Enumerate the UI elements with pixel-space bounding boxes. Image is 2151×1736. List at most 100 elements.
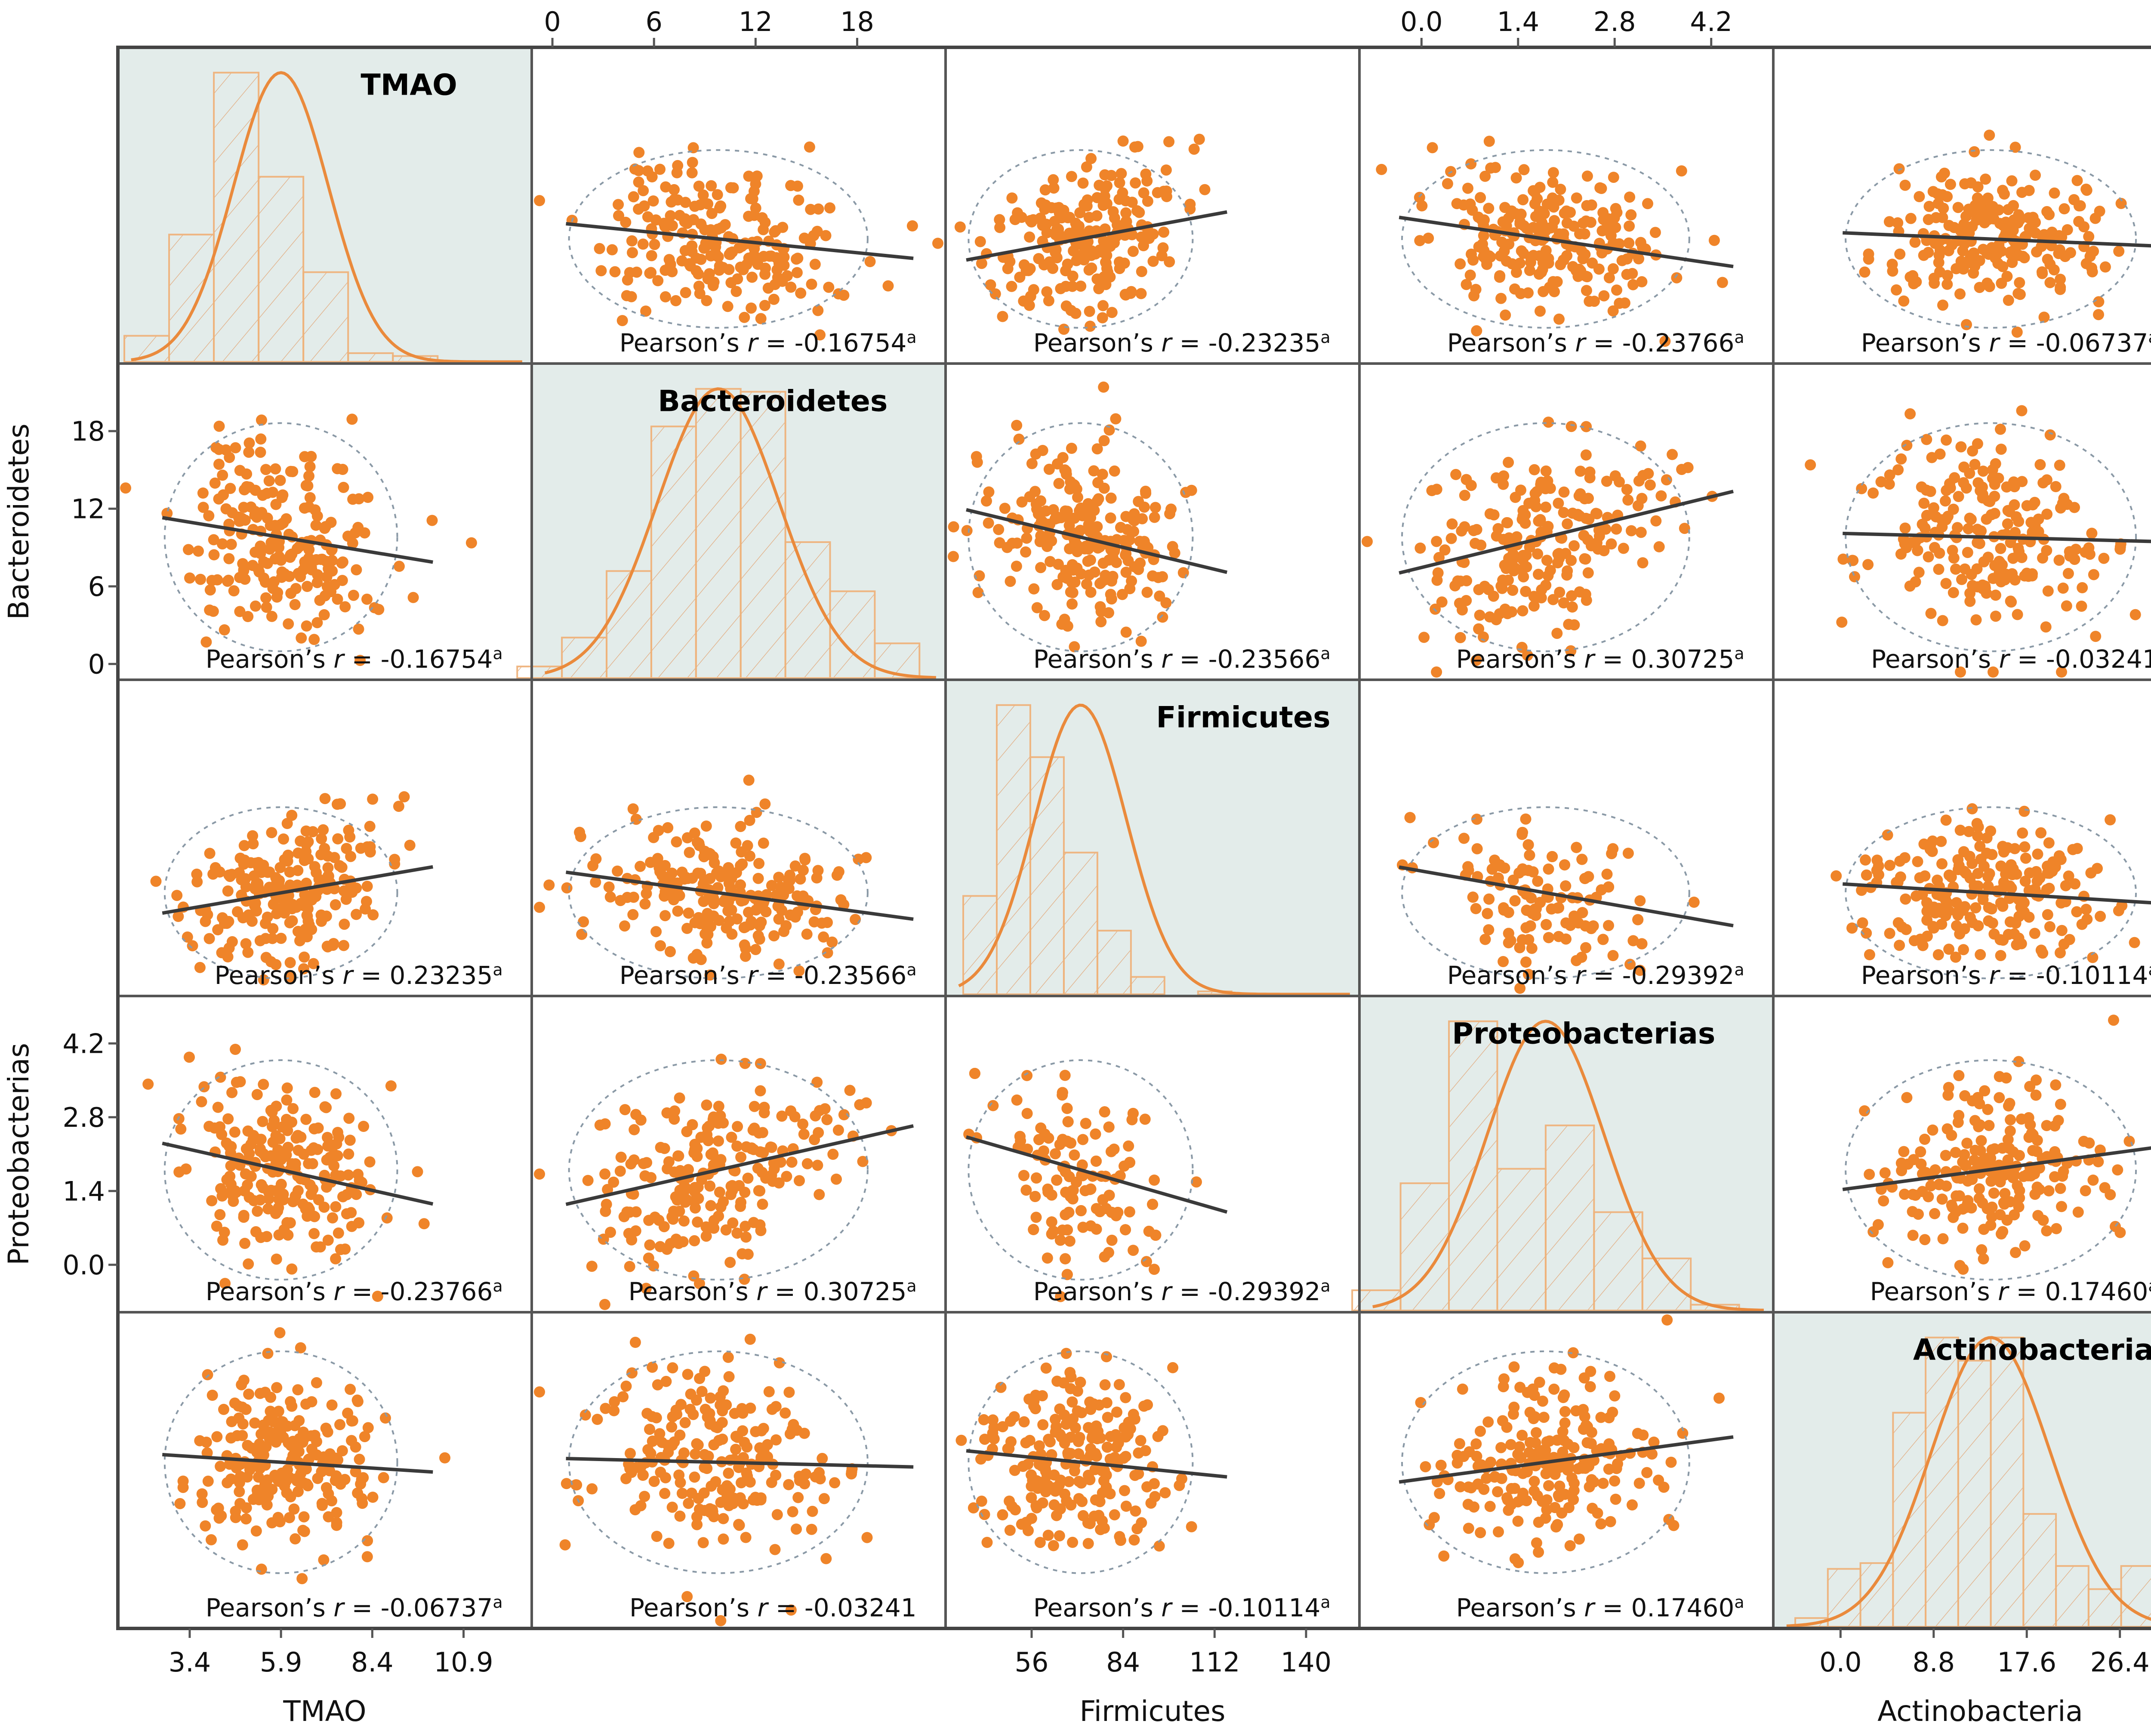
data-point — [795, 287, 807, 299]
data-point — [615, 1151, 627, 1163]
data-point — [1084, 1474, 1096, 1486]
data-point — [755, 1455, 767, 1467]
data-point — [321, 581, 333, 592]
data-point — [1576, 854, 1588, 865]
pearson-label: Pearson’s r = -0.10114a — [1033, 1593, 1331, 1622]
data-point — [1060, 505, 1071, 517]
data-point — [1929, 1164, 1941, 1176]
confidence-ellipse — [1845, 806, 2137, 980]
data-point — [1020, 1184, 1032, 1196]
data-point — [972, 587, 984, 598]
histogram-bar — [1096, 930, 1132, 995]
data-point — [1952, 1116, 1964, 1128]
data-point — [1552, 557, 1563, 569]
data-point — [1936, 1193, 1948, 1205]
data-point — [250, 1525, 262, 1537]
data-point — [652, 853, 663, 864]
data-point — [788, 1419, 799, 1431]
data-point — [323, 1511, 334, 1523]
data-point — [707, 1506, 718, 1517]
data-point — [197, 502, 209, 513]
regression-line — [162, 1141, 434, 1206]
data-point — [1884, 469, 1895, 481]
data-point — [1892, 464, 1904, 475]
data-point — [1046, 535, 1057, 547]
data-point — [1093, 1510, 1105, 1521]
histogram-bar — [1544, 1124, 1595, 1311]
data-point — [1451, 1457, 1463, 1469]
data-point — [142, 1078, 154, 1090]
data-point — [2009, 928, 2020, 940]
data-point — [1095, 616, 1107, 628]
data-point — [705, 1200, 717, 1212]
scatter-points — [534, 1054, 897, 1310]
data-point — [692, 867, 704, 879]
data-point — [1507, 585, 1519, 596]
data-point — [1500, 309, 1511, 321]
data-point — [1062, 1116, 1074, 1128]
data-point — [1139, 1113, 1151, 1125]
data-point — [1502, 517, 1513, 528]
histogram-bar — [1957, 1360, 1992, 1628]
data-point — [2080, 1185, 2091, 1196]
data-point — [281, 1094, 293, 1106]
data-point — [646, 171, 658, 182]
data-point — [1467, 204, 1478, 216]
variable-name-firmicutes: Firmicutes — [1156, 700, 1330, 734]
data-point — [1516, 826, 1528, 838]
data-point — [628, 1154, 640, 1166]
pearson-r-symbol: r — [1989, 328, 2000, 358]
data-point — [1031, 1475, 1042, 1486]
data-point — [1528, 600, 1540, 612]
data-point — [1872, 1219, 1884, 1230]
axis-title-bacteroidetes: Bacteroidetes — [2, 423, 35, 620]
data-point — [350, 1441, 361, 1453]
data-point — [2044, 921, 2055, 932]
data-point — [613, 199, 624, 210]
data-point — [1988, 666, 1999, 678]
pearson-value: = -0.23766 — [344, 1277, 493, 1306]
data-point — [1106, 1206, 1117, 1218]
data-point — [609, 266, 621, 278]
data-point — [1085, 321, 1096, 332]
data-point — [1912, 545, 1923, 556]
data-point — [2005, 1114, 2016, 1125]
scatter-points — [954, 133, 1211, 335]
density-curve — [131, 71, 522, 364]
data-point — [675, 1399, 687, 1410]
data-point — [1149, 502, 1161, 513]
data-point — [207, 868, 219, 880]
pearson-value: = -0.10114 — [1999, 961, 2148, 990]
data-point — [1558, 228, 1569, 240]
data-point — [730, 1443, 742, 1455]
pearson-r-symbol: r — [342, 961, 354, 990]
data-point — [251, 905, 262, 917]
data-point — [187, 940, 198, 952]
data-point — [2048, 264, 2060, 276]
confidence-ellipse — [968, 149, 1194, 329]
data-point — [785, 281, 797, 293]
histogram-bar — [2055, 1565, 2089, 1628]
data-point — [1014, 271, 1026, 283]
data-point — [318, 1201, 330, 1213]
data-point — [223, 942, 235, 954]
data-point — [979, 1509, 990, 1520]
data-point — [1585, 216, 1596, 228]
data-point — [700, 820, 712, 832]
data-point — [725, 883, 737, 894]
data-point — [1483, 924, 1495, 936]
data-point — [1531, 1427, 1542, 1438]
data-point — [1540, 465, 1552, 477]
data-point — [2055, 274, 2066, 285]
data-point — [1917, 888, 1928, 900]
data-point — [983, 517, 994, 529]
data-point — [1455, 632, 1466, 643]
histogram-bar — [1892, 1412, 1927, 1628]
data-point — [1042, 1252, 1053, 1264]
data-point — [2081, 185, 2092, 196]
data-point — [260, 592, 272, 604]
data-point — [202, 1475, 214, 1487]
data-point — [1517, 1468, 1529, 1479]
data-point — [2099, 261, 2111, 273]
data-point — [1060, 466, 1072, 477]
